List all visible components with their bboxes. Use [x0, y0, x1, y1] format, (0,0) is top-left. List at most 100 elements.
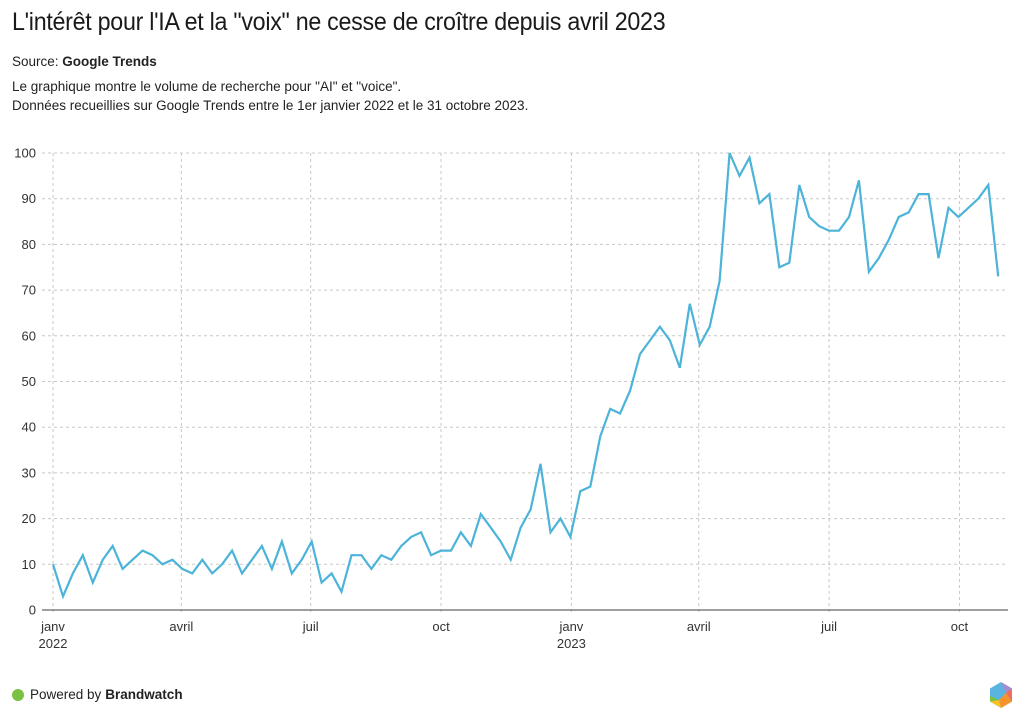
data-point[interactable] [895, 213, 903, 221]
data-point[interactable] [945, 204, 953, 212]
data-point[interactable] [437, 547, 445, 555]
data-point[interactable] [168, 556, 176, 564]
data-point[interactable] [726, 149, 734, 157]
data-point[interactable] [178, 565, 186, 573]
data-point[interactable] [248, 556, 256, 564]
data-point[interactable] [875, 254, 883, 262]
data-point[interactable] [974, 195, 982, 203]
data-point[interactable] [646, 336, 654, 344]
data-point[interactable] [805, 213, 813, 221]
data-point[interactable] [606, 405, 614, 413]
data-point[interactable] [69, 569, 77, 577]
data-point[interactable] [586, 483, 594, 491]
data-point[interactable] [377, 551, 385, 559]
data-point[interactable] [527, 505, 535, 513]
data-point[interactable] [825, 227, 833, 235]
data-point[interactable] [905, 208, 913, 216]
data-point[interactable] [139, 547, 147, 555]
data-point[interactable] [686, 300, 694, 308]
data-point[interactable] [49, 560, 57, 568]
data-point[interactable] [298, 556, 306, 564]
data-point[interactable] [994, 272, 1002, 280]
data-point[interactable] [676, 364, 684, 372]
data-point[interactable] [288, 569, 296, 577]
data-point[interactable] [427, 551, 435, 559]
data-point[interactable] [318, 579, 326, 587]
data-point[interactable] [954, 213, 962, 221]
data-point[interactable] [746, 154, 754, 162]
data-point[interactable] [935, 254, 943, 262]
data-point[interactable] [666, 336, 674, 344]
data-point[interactable] [696, 341, 704, 349]
data-point[interactable] [517, 524, 525, 532]
data-point[interactable] [507, 556, 515, 564]
data-point[interactable] [964, 204, 972, 212]
data-point[interactable] [815, 222, 823, 230]
data-point[interactable] [566, 533, 574, 541]
series-group [49, 149, 1002, 600]
data-point[interactable] [99, 556, 107, 564]
data-point[interactable] [208, 569, 216, 577]
data-point[interactable] [547, 528, 555, 536]
data-point[interactable] [198, 556, 206, 564]
data-point[interactable] [348, 551, 356, 559]
data-point[interactable] [129, 556, 137, 564]
data-point[interactable] [795, 181, 803, 189]
data-point[interactable] [268, 565, 276, 573]
data-point[interactable] [984, 181, 992, 189]
data-point[interactable] [845, 213, 853, 221]
data-point[interactable] [775, 263, 783, 271]
data-point[interactable] [149, 551, 157, 559]
data-point[interactable] [626, 387, 634, 395]
data-point[interactable] [656, 323, 664, 331]
data-point[interactable] [925, 190, 933, 198]
data-point[interactable] [716, 277, 724, 285]
data-point[interactable] [387, 556, 395, 564]
data-point[interactable] [89, 579, 97, 587]
data-point[interactable] [736, 172, 744, 180]
data-point[interactable] [537, 460, 545, 468]
data-point[interactable] [706, 323, 714, 331]
data-point[interactable] [865, 268, 873, 276]
data-point[interactable] [915, 190, 923, 198]
data-point[interactable] [447, 547, 455, 555]
data-point[interactable] [397, 542, 405, 550]
data-point[interactable] [467, 542, 475, 550]
data-point[interactable] [407, 533, 415, 541]
data-point[interactable] [357, 551, 365, 559]
data-point[interactable] [278, 537, 286, 545]
data-point[interactable] [188, 569, 196, 577]
data-point[interactable] [79, 551, 87, 559]
data-point[interactable] [755, 199, 763, 207]
data-point[interactable] [477, 510, 485, 518]
data-point[interactable] [765, 190, 773, 198]
data-point[interactable] [228, 547, 236, 555]
data-point[interactable] [855, 176, 863, 184]
data-point[interactable] [457, 528, 465, 536]
data-point[interactable] [596, 432, 604, 440]
data-point[interactable] [119, 565, 127, 573]
data-point[interactable] [556, 515, 564, 523]
data-point[interactable] [158, 560, 166, 568]
data-point[interactable] [59, 592, 67, 600]
data-point[interactable] [616, 409, 624, 417]
data-point[interactable] [238, 569, 246, 577]
data-point[interactable] [487, 524, 495, 532]
data-point[interactable] [785, 259, 793, 267]
data-point[interactable] [328, 569, 336, 577]
data-point[interactable] [367, 565, 375, 573]
data-point[interactable] [885, 236, 893, 244]
source-line: Source: Google Trends [12, 54, 157, 69]
data-point[interactable] [636, 350, 644, 358]
data-point[interactable] [308, 537, 316, 545]
data-point[interactable] [338, 588, 346, 596]
powered-by[interactable]: Powered by Brandwatch [12, 687, 183, 702]
data-point[interactable] [218, 560, 226, 568]
data-point[interactable] [497, 537, 505, 545]
data-point[interactable] [258, 542, 266, 550]
data-point[interactable] [835, 227, 843, 235]
data-point[interactable] [417, 528, 425, 536]
powered-by-label: Powered by [30, 687, 102, 702]
data-point[interactable] [109, 542, 117, 550]
data-point[interactable] [576, 487, 584, 495]
